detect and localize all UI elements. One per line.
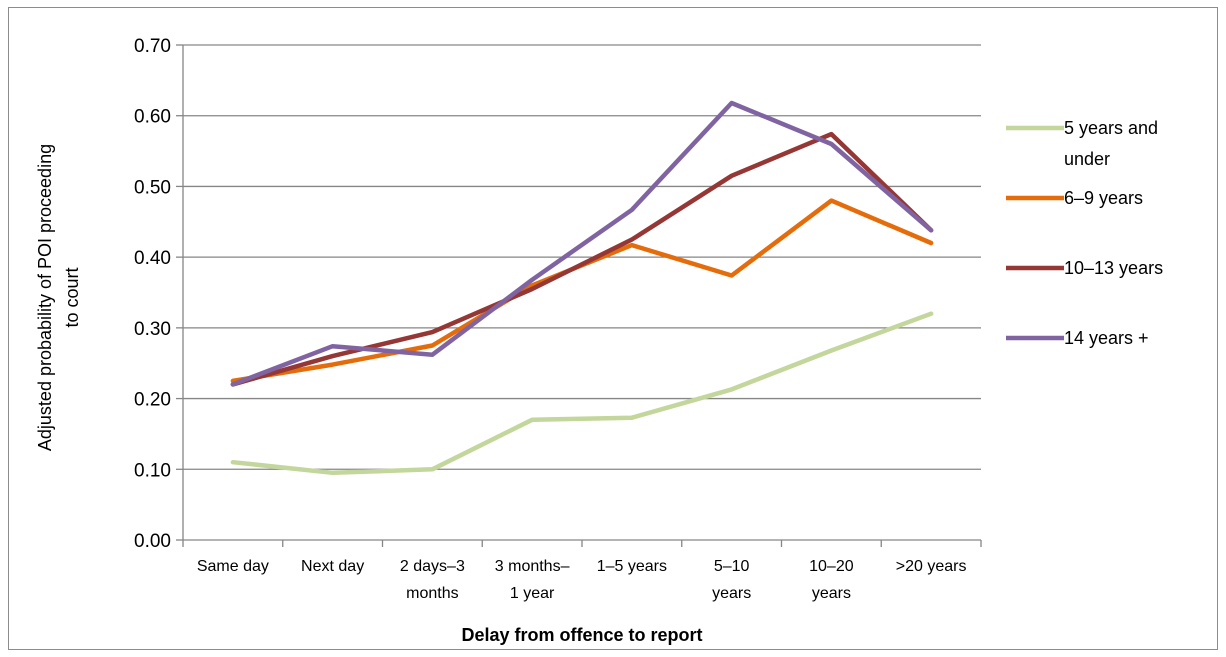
x-tick-label: 10–20 years	[809, 558, 854, 602]
x-axis-title: Delay from offence to report	[461, 625, 702, 645]
y-tick-labels: 0.00 0.10 0.20 0.30 0.40 0.50 0.60 0.70	[134, 36, 171, 552]
x-tick-label: >20 years	[896, 558, 967, 575]
y-tick-label: 0.60	[134, 107, 171, 128]
gridlines	[183, 44, 981, 470]
legend-label: 14 years +	[1064, 328, 1149, 348]
x-tick-label: 3 months– 1 year	[495, 558, 570, 602]
y-tick-label: 0.20	[134, 390, 171, 411]
y-tick-label: 0.30	[134, 319, 171, 340]
chart-frame: 0.00 0.10 0.20 0.30 0.40 0.50 0.60 0.70 Same da…	[8, 7, 1218, 650]
y-tick-label: 0.50	[134, 177, 171, 198]
legend-label: 6–9 years	[1064, 188, 1143, 208]
x-tick-label: 2 days–3 months	[400, 558, 465, 602]
legend-label: 10–13 years	[1064, 258, 1163, 278]
line-chart: 0.00 0.10 0.20 0.30 0.40 0.50 0.60 0.70 Same da…	[35, 36, 1163, 645]
series-lines	[230, 100, 934, 476]
y-tick-label: 0.00	[134, 531, 171, 552]
x-tick-label: 5–10 years	[712, 558, 751, 602]
axes	[176, 44, 982, 547]
legend-label: 5 years and under	[1064, 118, 1158, 169]
legend: 5 years and under 6–9 years 10–13 years 14 y…	[1006, 118, 1163, 348]
series-line	[230, 100, 934, 387]
y-tick-label: 0.40	[134, 248, 171, 269]
y-tick-label: 0.70	[134, 36, 171, 57]
y-tick-label: 0.10	[134, 460, 171, 481]
x-tick-label: 1–5 years	[597, 558, 667, 575]
x-tick-label: Next day	[301, 558, 364, 575]
x-tick-label: Same day	[197, 558, 269, 575]
x-tick-labels: Same day Next day 2 days–3 months 3 months– 1…	[197, 558, 967, 602]
y-axis-title: Adjusted probability of POI proceeding to…	[35, 144, 82, 451]
series-line	[230, 311, 934, 476]
series-line	[230, 131, 934, 387]
